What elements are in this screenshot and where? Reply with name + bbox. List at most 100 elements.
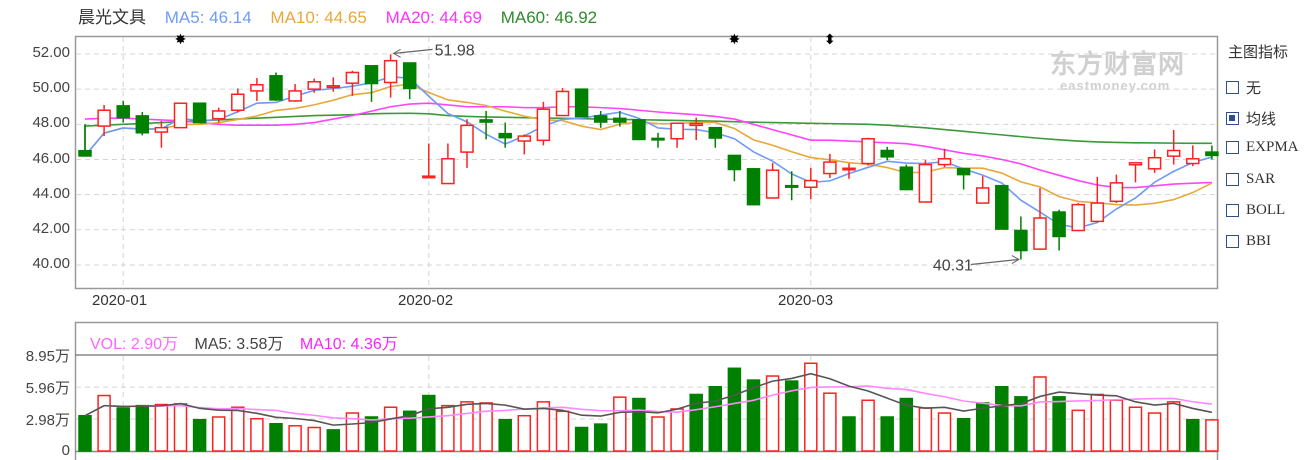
volume-bar-up: [97, 394, 111, 452]
volume-bar-up: [1166, 401, 1181, 452]
volume-bar-down: [593, 423, 608, 452]
vol-y-tick: 5.96万: [25, 380, 70, 397]
y-tick: 48.00: [32, 114, 70, 131]
y-tick: 40.00: [32, 255, 70, 272]
candle-up: [536, 108, 551, 142]
checkbox[interactable]: [1226, 204, 1239, 217]
event-marker-icon: ✸: [729, 31, 741, 47]
candle-down: [632, 119, 646, 141]
candle-down: [1014, 229, 1028, 252]
option-label: BBI: [1246, 233, 1272, 249]
candle-up: [288, 90, 302, 102]
candle-up: [842, 167, 856, 171]
indicator-option-bbi[interactable]: BBI: [1226, 233, 1271, 250]
ma10-line: [84, 83, 1213, 206]
volume-bar-up: [937, 412, 952, 452]
volume-bar-down: [1186, 418, 1200, 452]
volume-bar-down: [632, 397, 646, 452]
volume-bar-down: [116, 407, 130, 452]
volume-bar-up: [250, 417, 264, 452]
candle-up: [765, 169, 780, 199]
volume-ma5-line: [84, 372, 1213, 426]
indicator-option-boll[interactable]: BOLL: [1226, 202, 1285, 219]
vol-y-tick: 0: [61, 442, 70, 459]
candle-up: [937, 158, 952, 166]
ma-legend: 晨光文具 MA5: 46.14 MA10: 44.65 MA20: 44.69 …: [78, 3, 611, 28]
volume-panel-frame: [74, 321, 1219, 460]
stock-name: 晨光文具: [78, 8, 146, 27]
indicator-panel-title: 主图指标: [1228, 44, 1289, 61]
checkbox[interactable]: [1226, 141, 1239, 154]
volume-bar-down: [135, 404, 150, 452]
volume-bar-down: [956, 417, 971, 452]
candle-up: [211, 110, 226, 120]
candle-up: [383, 59, 398, 84]
candle-up: [345, 71, 360, 84]
candle-up: [975, 187, 990, 204]
vol-y-tick: 2.98万: [25, 412, 70, 429]
candle-up: [1033, 217, 1047, 250]
candle-up: [1147, 156, 1162, 170]
candle-down: [116, 105, 130, 119]
candle-down: [651, 137, 665, 141]
volume-ma10-line: [84, 385, 1212, 421]
volume-bar-up: [861, 399, 875, 452]
indicator-option-ma[interactable]: 均线: [1226, 108, 1276, 129]
option-label: 均线: [1246, 112, 1277, 128]
y-tick: 52.00: [32, 44, 70, 61]
volume-bar-up: [823, 392, 837, 452]
watermark-cn: 东方财富网: [1050, 49, 1186, 79]
volume-bar-up: [804, 362, 818, 452]
candle-down: [574, 88, 589, 118]
volume-bar-up: [173, 403, 188, 452]
candle-up: [1071, 203, 1085, 232]
volume-bar-down: [995, 385, 1009, 452]
vol-y-tick: 8.95万: [25, 348, 70, 365]
candle-down: [269, 75, 283, 101]
volume-bar-down: [1052, 396, 1066, 452]
volume-bar-down: [78, 414, 92, 452]
candle-up: [555, 90, 570, 117]
indicator-option-expma[interactable]: EXPMA: [1226, 139, 1299, 156]
candle-up: [1109, 182, 1124, 203]
ma60-line: [84, 112, 1212, 145]
candle-down: [364, 65, 379, 85]
volume-bar-down: [975, 402, 990, 452]
volume-bar-up: [555, 410, 570, 452]
candle-down: [784, 184, 799, 188]
checkbox[interactable]: [1226, 173, 1239, 186]
volume-bar-up: [479, 402, 493, 452]
annotation-arrow: [970, 258, 1018, 266]
volume-bar-up: [1205, 419, 1219, 452]
volume-bar-down: [422, 394, 436, 452]
candle-down: [899, 166, 914, 191]
checkbox[interactable]: [1226, 81, 1239, 94]
legend-vol: VOL: 2.90万: [90, 336, 179, 353]
volume-bar-up: [211, 416, 226, 452]
candle-up: [460, 124, 474, 153]
candle-down: [593, 115, 608, 123]
candle-up: [1166, 149, 1181, 157]
indicator-option-sar[interactable]: SAR: [1226, 171, 1275, 188]
candle-up: [441, 158, 455, 185]
checkbox[interactable]: [1226, 235, 1239, 248]
candle-up: [250, 84, 264, 92]
candle-down: [192, 102, 207, 124]
candle-down: [1052, 211, 1066, 238]
candle-down: [995, 184, 1009, 230]
legend-vol-ma5: MA5: 3.58万: [194, 336, 284, 353]
candle-up: [154, 126, 169, 133]
volume-bar-down: [842, 416, 856, 452]
indicator-option-none[interactable]: 无: [1226, 77, 1261, 98]
candle-up: [804, 179, 818, 189]
legend-ma5: MA5: 46.14: [164, 8, 252, 27]
volume-bar-up: [383, 406, 398, 452]
x-tick: 2020-03: [778, 292, 834, 309]
checkbox-checked[interactable]: [1226, 112, 1239, 125]
x-tick: 2020-01: [92, 292, 148, 309]
candle-up: [1186, 158, 1200, 165]
volume-bar-up: [1071, 409, 1085, 452]
volume-bar-up: [1033, 376, 1047, 452]
ma20-line: [84, 102, 1212, 189]
